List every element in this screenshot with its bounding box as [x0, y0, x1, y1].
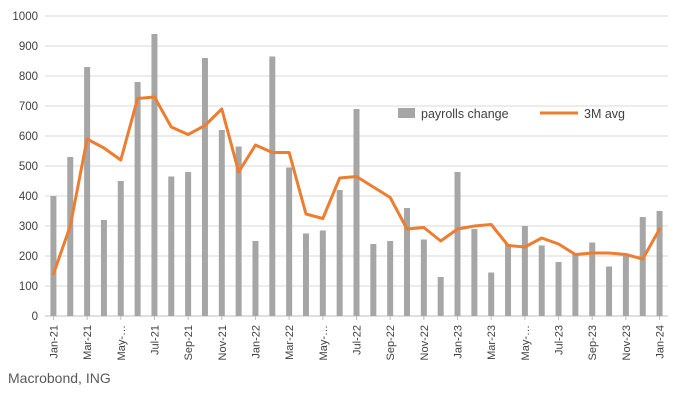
bar: [538, 245, 545, 316]
y-tick-label: 1000: [12, 11, 38, 23]
bar: [420, 239, 427, 316]
legend-label-3m-avg: 3M avg: [584, 107, 625, 121]
x-tick-label: Jan-22: [250, 325, 262, 359]
bar: [639, 217, 646, 316]
bar: [252, 241, 259, 316]
bar: [84, 67, 91, 316]
bars-series-payrolls-change: [50, 34, 663, 316]
legend-label-payrolls-change: payrolls change: [421, 107, 509, 121]
x-tick-label: Mar-21: [82, 325, 94, 360]
bar: [336, 190, 343, 316]
bar: [302, 233, 309, 316]
y-tick-label: 0: [32, 311, 38, 323]
x-tick-label: May-…: [116, 325, 128, 360]
source-attribution: Macrobond, ING: [8, 370, 111, 386]
bar: [185, 172, 192, 316]
bar: [235, 146, 242, 316]
bar: [404, 208, 411, 316]
x-tick-label: Jan-23: [453, 325, 465, 359]
bar: [100, 220, 107, 316]
x-axis-labels: Jan-21 Mar-21 May-… Jul-21 Sep-21 Nov-21 Jan-2…: [48, 316, 667, 360]
bar: [218, 130, 225, 316]
y-tick-label: 800: [19, 71, 38, 83]
legend-swatch-payrolls-change: [398, 108, 415, 118]
x-tick-label: May-…: [520, 325, 532, 360]
y-tick-label: 500: [19, 161, 38, 173]
bar: [454, 172, 461, 316]
bar: [134, 82, 141, 316]
x-tick-label: Sep-22: [385, 325, 397, 360]
x-tick-label: Nov-21: [217, 325, 229, 360]
bar: [168, 176, 175, 316]
bar: [201, 58, 208, 316]
y-tick-label: 600: [19, 131, 38, 143]
bar: [117, 181, 124, 316]
chart-canvas: 0 100 200 300 400 500 600 700 800 900 1000 Jan-21 Ma…: [12, 11, 668, 360]
bar: [387, 241, 394, 316]
bar: [656, 211, 663, 316]
bar: [319, 230, 326, 316]
y-tick-label: 900: [19, 41, 38, 53]
bar: [622, 256, 629, 316]
line-series-3m-avg: [51, 95, 662, 276]
x-tick-label: Mar-22: [284, 325, 296, 360]
x-tick-label: Jan-21: [48, 325, 60, 359]
x-tick-label: May-…: [318, 325, 330, 360]
y-tick-label: 300: [19, 221, 38, 233]
bar: [353, 109, 360, 316]
y-tick-label: 700: [19, 101, 38, 113]
bar: [269, 56, 276, 316]
x-tick-label: Jan-24: [655, 325, 667, 359]
bar: [521, 226, 528, 316]
x-tick-label: Nov-23: [621, 325, 633, 360]
bar: [572, 253, 579, 316]
y-tick-label: 400: [19, 191, 38, 203]
bar: [67, 157, 74, 316]
bar: [50, 196, 57, 316]
bar: [437, 277, 444, 316]
x-tick-label: Jul-21: [149, 325, 161, 355]
bar: [589, 242, 596, 316]
legend: payrolls change 3M avg: [398, 107, 625, 121]
bar: [370, 244, 377, 316]
x-tick-label: Sep-23: [587, 325, 599, 360]
bar: [555, 262, 562, 316]
y-tick-label: 100: [19, 281, 38, 293]
y-tick-label: 200: [19, 251, 38, 263]
bar: [606, 266, 613, 316]
x-tick-label: Nov-22: [419, 325, 431, 360]
bar: [151, 34, 158, 316]
payrolls-chart: 0 100 200 300 400 500 600 700 800 900 1000 Jan-21 Ma…: [12, 11, 668, 360]
x-tick-label: Sep-21: [183, 325, 195, 360]
x-tick-label: Jul-23: [554, 325, 566, 355]
bar: [471, 229, 478, 316]
y-axis-labels: 0 100 200 300 400 500 600 700 800 900 1000: [12, 11, 38, 323]
bar: [505, 244, 512, 316]
bar: [286, 167, 293, 316]
x-tick-label: Mar-23: [486, 325, 498, 360]
x-tick-label: Jul-22: [352, 325, 364, 355]
bar: [488, 272, 495, 316]
